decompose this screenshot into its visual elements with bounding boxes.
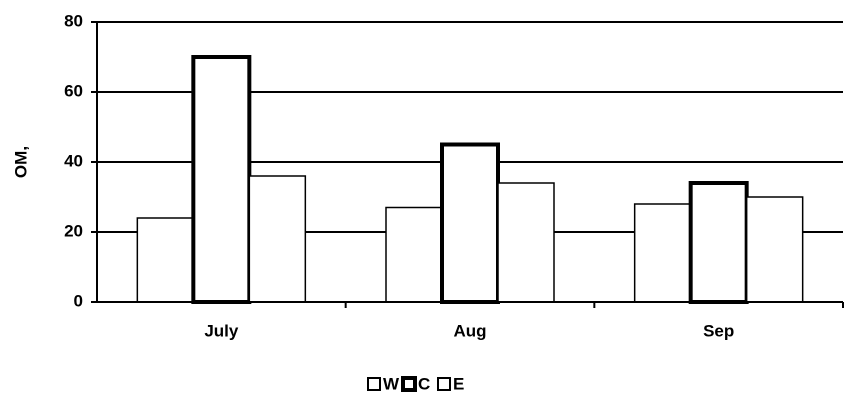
bar xyxy=(745,196,804,303)
bar xyxy=(440,142,500,304)
legend-label: W xyxy=(383,374,400,393)
bar xyxy=(248,175,307,303)
legend-label: C xyxy=(418,374,430,393)
bar xyxy=(497,182,555,303)
bar xyxy=(191,55,252,304)
legend-swatch xyxy=(367,377,381,391)
bar xyxy=(688,181,749,304)
legend-swatch xyxy=(401,376,417,392)
x-tick-label: July xyxy=(204,321,239,340)
y-tick-label: 20 xyxy=(64,221,83,240)
x-tick-label: Aug xyxy=(453,321,486,340)
y-tick-label: 40 xyxy=(64,151,83,170)
legend-swatch xyxy=(437,377,451,391)
y-tick-label: 60 xyxy=(64,81,83,100)
y-tick-label: 0 xyxy=(74,291,83,310)
legend-label: E xyxy=(453,374,464,393)
y-axis-label: OM, xyxy=(11,146,30,178)
x-tick-label: Sep xyxy=(703,321,734,340)
bar xyxy=(633,203,692,303)
bar xyxy=(385,206,443,303)
bar xyxy=(136,217,195,303)
y-tick-label: 80 xyxy=(64,11,83,30)
